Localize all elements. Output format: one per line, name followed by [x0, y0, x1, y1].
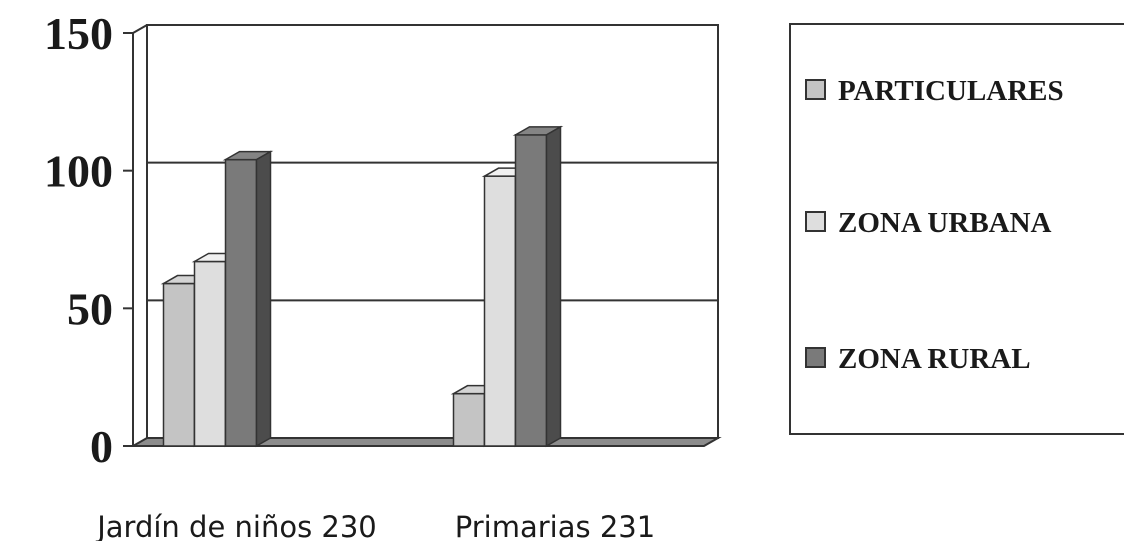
legend-label: ZONA RURAL [838, 343, 1031, 375]
bar-front [485, 176, 516, 446]
y-tick-label: 100 [44, 146, 113, 197]
bar-side [547, 127, 561, 446]
bar-front [516, 135, 547, 446]
legend-swatch [806, 80, 825, 99]
y-tick-label: 150 [44, 8, 113, 59]
bar-front [454, 394, 485, 446]
bar-front [195, 262, 226, 446]
bar [226, 152, 271, 446]
legend-label: ZONA URBANA [838, 207, 1052, 239]
bar-side [257, 152, 271, 446]
legend-swatch [806, 212, 825, 231]
legend: PARTICULARES ZONA URBANA ZONA RURAL [790, 24, 1124, 434]
y-tick-label: 0 [90, 421, 113, 472]
side-wall-edge [133, 25, 147, 33]
bar-front [226, 160, 257, 446]
category-label: Primarias 231 [455, 510, 655, 541]
y-axis: 0 50 100 150 [44, 8, 147, 472]
legend-label: PARTICULARES [838, 75, 1064, 107]
x-axis: Jardín de niños 230 Primarias 231 [95, 510, 655, 541]
bar [516, 127, 561, 446]
y-tick-label: 50 [67, 283, 113, 334]
legend-swatch [806, 348, 825, 367]
bar-front [164, 284, 195, 446]
category-label: Jardín de niños 230 [95, 510, 377, 541]
